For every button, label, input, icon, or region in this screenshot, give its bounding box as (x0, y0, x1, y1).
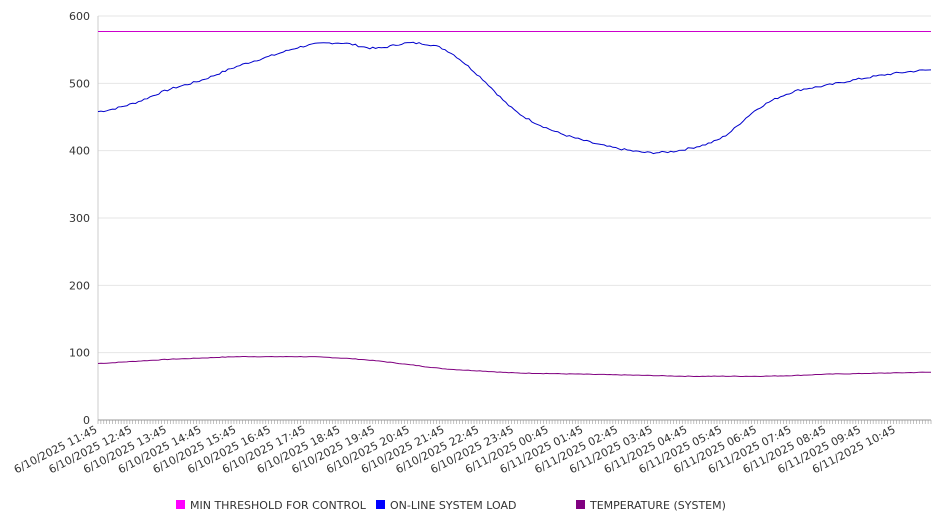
legend-swatch (176, 500, 185, 509)
y-tick-label: 0 (83, 414, 90, 427)
y-tick-label: 200 (69, 279, 90, 292)
legend-swatch (576, 500, 585, 509)
series-line-2 (97, 355, 932, 378)
series-line-1 (97, 41, 932, 155)
x-axis-ticks: 6/10/2025 11:456/10/2025 12:456/10/2025 … (12, 420, 932, 476)
y-tick-label: 500 (69, 77, 90, 90)
legend-label: TEMPERATURE (SYSTEM) (589, 499, 726, 512)
y-axis-ticks: 0 100 200 300 400 500 600 (69, 10, 90, 427)
series-lines (97, 30, 932, 378)
legend-swatch (376, 500, 385, 509)
y-tick-label: 100 (69, 347, 90, 360)
y-tick-label: 600 (69, 10, 90, 23)
y-tick-label: 300 (69, 212, 90, 225)
y-tick-label: 400 (69, 145, 90, 158)
gridlines (98, 15, 931, 354)
legend-label: MIN THRESHOLD FOR CONTROL (190, 499, 367, 512)
legend: MIN THRESHOLD FOR CONTROL ON-LINE SYSTEM … (176, 499, 726, 512)
legend-label: ON-LINE SYSTEM LOAD (390, 499, 516, 512)
